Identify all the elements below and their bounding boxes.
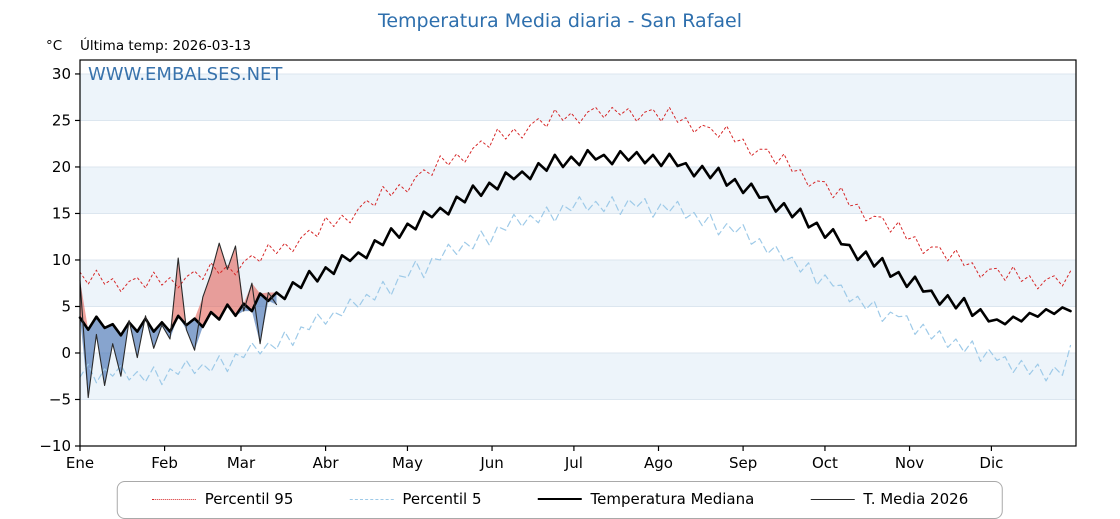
- legend-label: T. Media 2026: [863, 490, 969, 508]
- svg-text:Nov: Nov: [895, 454, 924, 472]
- svg-text:Abr: Abr: [313, 454, 340, 472]
- percentil-5-line-sample: [349, 498, 394, 500]
- svg-text:Dic: Dic: [979, 454, 1003, 472]
- svg-text:25: 25: [52, 111, 71, 129]
- legend-label: Percentil 95: [204, 490, 294, 508]
- svg-text:Ene: Ene: [66, 454, 94, 472]
- svg-text:Jun: Jun: [479, 454, 503, 472]
- legend-label: Percentil 5: [402, 490, 482, 508]
- chart-plot: Ene Feb Mar Abr May Jun Jul Ago Sep Oct Nov Dic −10 −…: [39, 59, 1077, 472]
- svg-text:Jul: Jul: [564, 454, 583, 472]
- svg-text:20: 20: [52, 158, 71, 176]
- legend-item-percentil-5: Percentil 5: [349, 490, 481, 508]
- chart-legend: Percentil 95 Percentil 5 Temperatura Med…: [116, 481, 1004, 519]
- svg-text:30: 30: [52, 65, 71, 83]
- y-axis-unit-label: °C: [46, 38, 63, 54]
- svg-text:5: 5: [61, 297, 71, 315]
- svg-text:15: 15: [52, 204, 71, 222]
- svg-text:−10: −10: [39, 437, 71, 455]
- svg-text:Mar: Mar: [227, 454, 256, 472]
- svg-text:Feb: Feb: [151, 454, 178, 472]
- percentil-95-line-sample: [151, 498, 196, 500]
- chart-title: Temperatura Media diaria - San Rafael: [377, 10, 743, 32]
- temperatura-mediana-line-sample: [537, 498, 582, 500]
- legend-label: Temperatura Mediana: [590, 490, 755, 508]
- svg-text:10: 10: [52, 251, 71, 269]
- svg-text:−5: −5: [49, 390, 71, 408]
- watermark-text: WWW.EMBALSES.NET: [88, 64, 283, 85]
- legend-item-temperatura-mediana: Temperatura Mediana: [537, 490, 754, 508]
- legend-item-percentil-95: Percentil 95: [151, 490, 294, 508]
- legend-item-t-media-2026: T. Media 2026: [810, 490, 968, 508]
- t-media-2026-line-sample: [810, 498, 855, 500]
- svg-text:Oct: Oct: [812, 454, 838, 472]
- svg-text:May: May: [392, 454, 423, 472]
- svg-text:0: 0: [61, 344, 71, 362]
- last-temp-annotation: Última temp: 2026-03-13: [80, 38, 252, 54]
- svg-text:Sep: Sep: [729, 454, 757, 472]
- svg-text:Ago: Ago: [644, 454, 673, 472]
